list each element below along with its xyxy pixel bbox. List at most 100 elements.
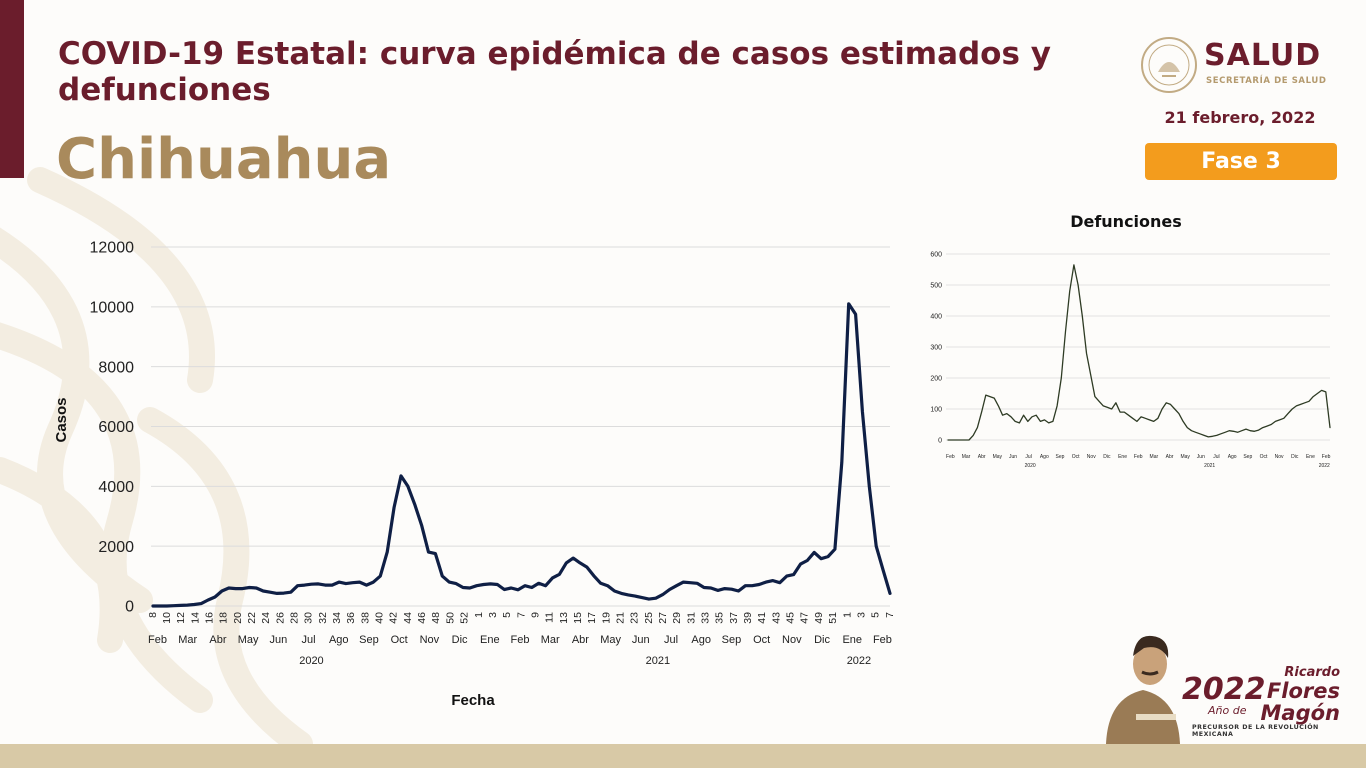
footer-year: 2022 [1182,672,1266,707]
cases-x-week-label: 41 [756,612,768,624]
page-title: COVID-19 Estatal: curva epidémica de cas… [58,36,1051,108]
deaths-y-tick-label: 100 [930,406,942,413]
cases-x-month-label: Nov [420,634,440,646]
deaths-x-month-label: Abr [1166,454,1174,460]
cases-x-week-label: 18 [218,612,230,624]
deaths-x-month-label: Sep [1055,454,1064,460]
deaths-x-year-label: 2020 [1025,463,1036,469]
cases-x-month-label: Sep [722,634,742,646]
cases-x-month-label: Abr [209,634,226,646]
cases-x-week-label: 23 [629,612,641,624]
cases-x-week-label: 19 [600,612,612,624]
deaths-x-month-label: Feb [1322,454,1331,460]
cases-x-week-label: 14 [189,612,201,624]
cases-x-week-label: 10 [161,612,173,624]
deaths-y-tick-label: 0 [938,437,942,444]
cases-x-week-label: 3 [487,612,499,618]
cases-x-month-label: Jun [632,634,650,646]
cases-x-week-label: 36 [345,612,357,624]
deaths-y-tick-label: 500 [930,282,942,289]
deaths-y-tick-label: 300 [930,344,942,351]
cases-x-week-label: 35 [714,612,726,624]
portrait-icon [1106,635,1180,744]
deaths-x-month-label: Jun [1009,454,1017,460]
cases-x-month-label: Oct [753,634,770,646]
cases-x-week-label: 7 [515,612,527,618]
state-name: Chihuahua [56,127,392,192]
deaths-x-month-label: Ene [1118,454,1127,460]
cases-y-tick-label: 6000 [98,419,134,436]
cases-x-week-label: 38 [359,612,371,624]
cases-x-month-label: May [600,634,621,646]
cases-x-week-label: 40 [374,612,386,624]
cases-x-month-label: Nov [782,634,802,646]
logo-name: SALUD [1204,38,1322,73]
cases-x-axis-title: Fecha [451,692,495,709]
cases-x-week-label: 20 [232,612,244,624]
cases-x-week-label: 3 [855,612,867,618]
cases-x-week-label: 5 [501,612,513,618]
cases-x-month-label: Jul [664,634,678,646]
deaths-x-month-label: Oct [1260,454,1268,460]
cases-x-week-label: 25 [643,612,655,624]
deaths-x-month-label: May [993,454,1003,460]
cases-x-month-label: Mar [178,634,197,646]
cases-x-week-label: 8 [147,612,159,618]
cases-x-week-label: 43 [770,612,782,624]
deaths-y-tick-label: 600 [930,251,942,258]
deaths-x-month-label: Feb [946,454,955,460]
phase-badge: Fase 3 [1145,143,1337,180]
cases-x-month-label: Mar [541,634,560,646]
cases-x-month-label: Jun [269,634,287,646]
cases-x-month-label: Ago [329,634,349,646]
cases-x-week-label: 12 [175,612,187,624]
cases-y-tick-label: 2000 [98,539,134,556]
cases-x-month-label: Feb [873,634,892,646]
deaths-x-month-label: Dic [1103,454,1111,460]
footer-ano-de: Año de [1208,704,1247,717]
cases-x-week-label: 26 [274,612,286,624]
cases-x-week-label: 46 [416,612,428,624]
cases-x-year-label: 2021 [646,655,670,667]
footer-tagline: PRECURSOR DE LA REVOLUCIÓN MEXICANA [1192,724,1319,738]
cases-x-week-label: 50 [444,612,456,624]
deaths-x-month-label: Nov [1087,454,1096,460]
deaths-x-month-label: Abr [978,454,986,460]
cases-x-month-label: Dic [452,634,468,646]
report-date: 21 febrero, 2022 [1164,108,1316,127]
cases-x-week-label: 49 [813,612,825,624]
cases-x-week-label: 51 [827,612,839,624]
deaths-x-month-label: Nov [1275,454,1284,460]
logo-subtitle: SECRETARÍA DE SALUD [1206,76,1327,86]
cases-x-week-label: 5 [870,612,882,618]
cases-x-week-label: 37 [728,612,740,624]
cases-x-month-label: Feb [511,634,530,646]
cases-x-week-label: 9 [529,612,541,618]
deaths-chart-title: Defunciones [1070,212,1182,231]
cases-x-week-label: 48 [430,612,442,624]
deaths-x-month-label: Jul [1025,454,1031,460]
cases-x-year-label: 2020 [299,655,323,667]
cases-x-month-label: Ago [691,634,711,646]
deaths-y-tick-label: 200 [930,375,942,382]
cases-y-tick-label: 8000 [98,359,134,376]
deaths-x-month-label: Ene [1306,454,1315,460]
cases-x-month-label: Dic [814,634,830,646]
cases-x-week-label: 29 [671,612,683,624]
cases-x-week-label: 42 [388,612,400,624]
cases-x-week-label: 28 [289,612,301,624]
deaths-x-month-label: Ago [1228,454,1237,460]
footer-name-line1: Flores [1266,679,1340,703]
cases-x-week-label: 30 [303,612,315,624]
salud-logo: SALUD SECRETARÍA DE SALUD [1136,36,1346,98]
deaths-x-month-label: Jul [1213,454,1219,460]
deaths-y-tick-label: 400 [930,313,942,320]
footer-first-name: Ricardo [1284,665,1340,680]
cases-x-week-label: 13 [558,612,570,624]
cases-x-week-label: 22 [246,612,258,624]
deaths-x-month-label: Mar [1150,454,1159,460]
cases-x-week-label: 15 [572,612,584,624]
footer-name-line2: Magón [1260,701,1340,725]
cases-y-tick-label: 10000 [90,299,135,316]
